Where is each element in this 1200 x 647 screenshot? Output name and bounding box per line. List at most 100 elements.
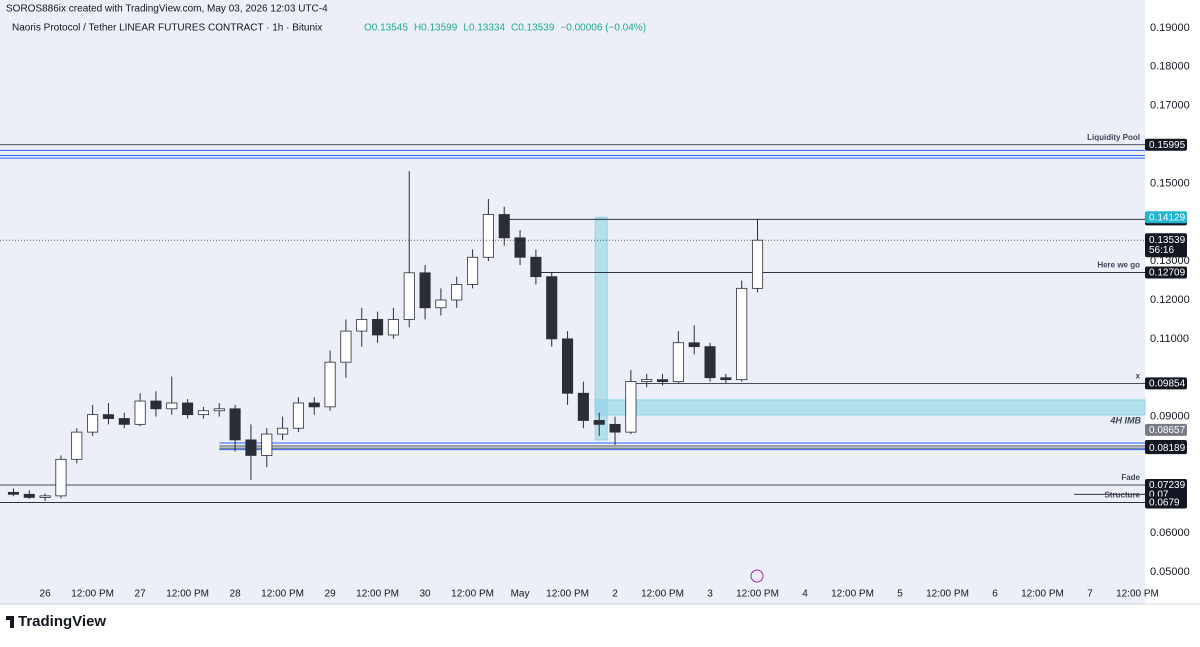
plot-area	[0, 0, 1145, 604]
candle-body	[451, 284, 463, 301]
x-tick-label: 29	[325, 589, 337, 600]
price-tag-bg	[1145, 211, 1187, 224]
candle-body	[134, 400, 146, 425]
candle-body	[87, 414, 99, 433]
candle-body	[577, 392, 589, 421]
candle-body	[498, 214, 510, 239]
candle-body	[229, 408, 241, 441]
level-tag-bg	[1145, 377, 1187, 390]
zone	[594, 399, 1146, 416]
candle-body	[656, 379, 669, 383]
candle-body	[546, 276, 558, 340]
x-tick-label: 30	[420, 589, 432, 600]
x-tick-label: 12:00 PM	[166, 589, 209, 600]
x-tick-label: 4	[802, 589, 808, 600]
x-tick-label: 28	[230, 589, 242, 600]
x-tick-label: 12:00 PM	[451, 589, 494, 600]
candle-body	[530, 256, 542, 278]
price-tag-bg	[1145, 423, 1187, 436]
price-tag: 0.08657	[1149, 425, 1186, 436]
level-tag: 0.09854	[1149, 379, 1186, 390]
level-label: x	[1136, 372, 1141, 381]
candle-body	[118, 418, 130, 425]
candle-body	[720, 377, 732, 381]
candle-body	[672, 342, 684, 383]
y-tick-label: 0.12000	[1150, 294, 1190, 306]
candle-body	[514, 237, 526, 258]
last-price-bg	[1145, 233, 1187, 258]
candle-body	[324, 361, 336, 408]
level-tag: 0.0679	[1149, 498, 1180, 509]
chart-title: Naoris Protocol / Tether LINEAR FUTURES …	[12, 23, 322, 34]
level-tag: 0.15995	[1149, 140, 1186, 151]
logo: TradingView	[18, 613, 106, 630]
x-tick-label: 12:00 PM	[926, 589, 969, 600]
candle-body	[641, 379, 653, 383]
y-tick-label: 0.18000	[1150, 61, 1190, 73]
ohlc-value: C0.13539	[511, 23, 555, 34]
y-tick-label: 0.19000	[1150, 22, 1190, 34]
candle-body	[372, 319, 384, 336]
candle-body	[245, 439, 257, 456]
candle-body	[7, 491, 20, 495]
y-tick-label: 0.17000	[1150, 100, 1190, 112]
x-tick-label: 12:00 PM	[261, 589, 304, 600]
x-tick-label: 5	[897, 589, 903, 600]
candle-body	[55, 458, 67, 497]
candle-body	[482, 214, 494, 258]
y-tick-label: 0.11000	[1150, 333, 1189, 345]
candle-body	[435, 299, 447, 309]
level-label: Liquidity Pool	[1087, 133, 1140, 142]
level-label: Here we go	[1097, 261, 1140, 270]
candle-body	[419, 272, 431, 309]
x-tick-label: 6	[992, 589, 998, 600]
candle-body	[688, 342, 700, 348]
credit: SOROS886ix created with TradingView.com,…	[6, 4, 328, 15]
x-tick-label: 12:00 PM	[1116, 589, 1159, 600]
candle-body	[39, 495, 51, 498]
candle-body	[593, 420, 605, 425]
x-tick-label: 12:00 PM	[736, 589, 779, 600]
candle-body	[387, 319, 399, 336]
candle-body	[625, 381, 637, 433]
level-tag-bg	[1145, 496, 1187, 509]
candle-body	[261, 433, 273, 456]
level-label: Structure	[1104, 491, 1140, 500]
y-tick-label: 0.15000	[1150, 177, 1190, 189]
x-tick-label: 27	[135, 589, 147, 600]
candle-body	[340, 330, 352, 363]
y-tick-label: 0.06000	[1150, 527, 1190, 539]
candle-body	[562, 338, 574, 394]
x-tick-label: 12:00 PM	[546, 589, 589, 600]
candle-body	[467, 256, 479, 285]
ohlc-value: −0.00006 (−0.04%)	[560, 23, 646, 34]
candle-body	[751, 239, 764, 289]
x-tick-label: 3	[707, 589, 713, 600]
candle-body	[23, 493, 35, 498]
candle-body	[736, 287, 748, 381]
last-price: 0.13539	[1149, 235, 1186, 246]
x-tick-label: 7	[1087, 589, 1093, 600]
candle-body	[704, 346, 716, 379]
level-tag: 0.07	[1149, 489, 1169, 500]
x-tick-label: 12:00 PM	[71, 589, 114, 600]
level-tag: 0.12709	[1149, 268, 1186, 279]
y-tick-label: 0.13000	[1150, 255, 1190, 267]
candle-body	[150, 400, 162, 410]
price-tag: 0.14129	[1149, 212, 1186, 223]
x-tick-label: May	[511, 589, 530, 600]
ohlc-value: L0.13334	[463, 23, 505, 34]
x-tick-label: 2	[612, 589, 618, 600]
level-tag-bg	[1145, 138, 1187, 151]
level-tag-bg	[1145, 479, 1187, 492]
ohlc-legend: Naoris Protocol / Tether LINEAR FUTURES …	[12, 23, 646, 34]
level-tag-bg	[1145, 266, 1187, 279]
level-tag-bg	[1145, 442, 1187, 455]
x-tick-label: 12:00 PM	[641, 589, 684, 600]
ohlc-value: O0.13545	[364, 23, 408, 34]
candle-body	[71, 431, 83, 460]
candle-body	[213, 408, 225, 412]
x-tick-label: 12:00 PM	[1021, 589, 1064, 600]
